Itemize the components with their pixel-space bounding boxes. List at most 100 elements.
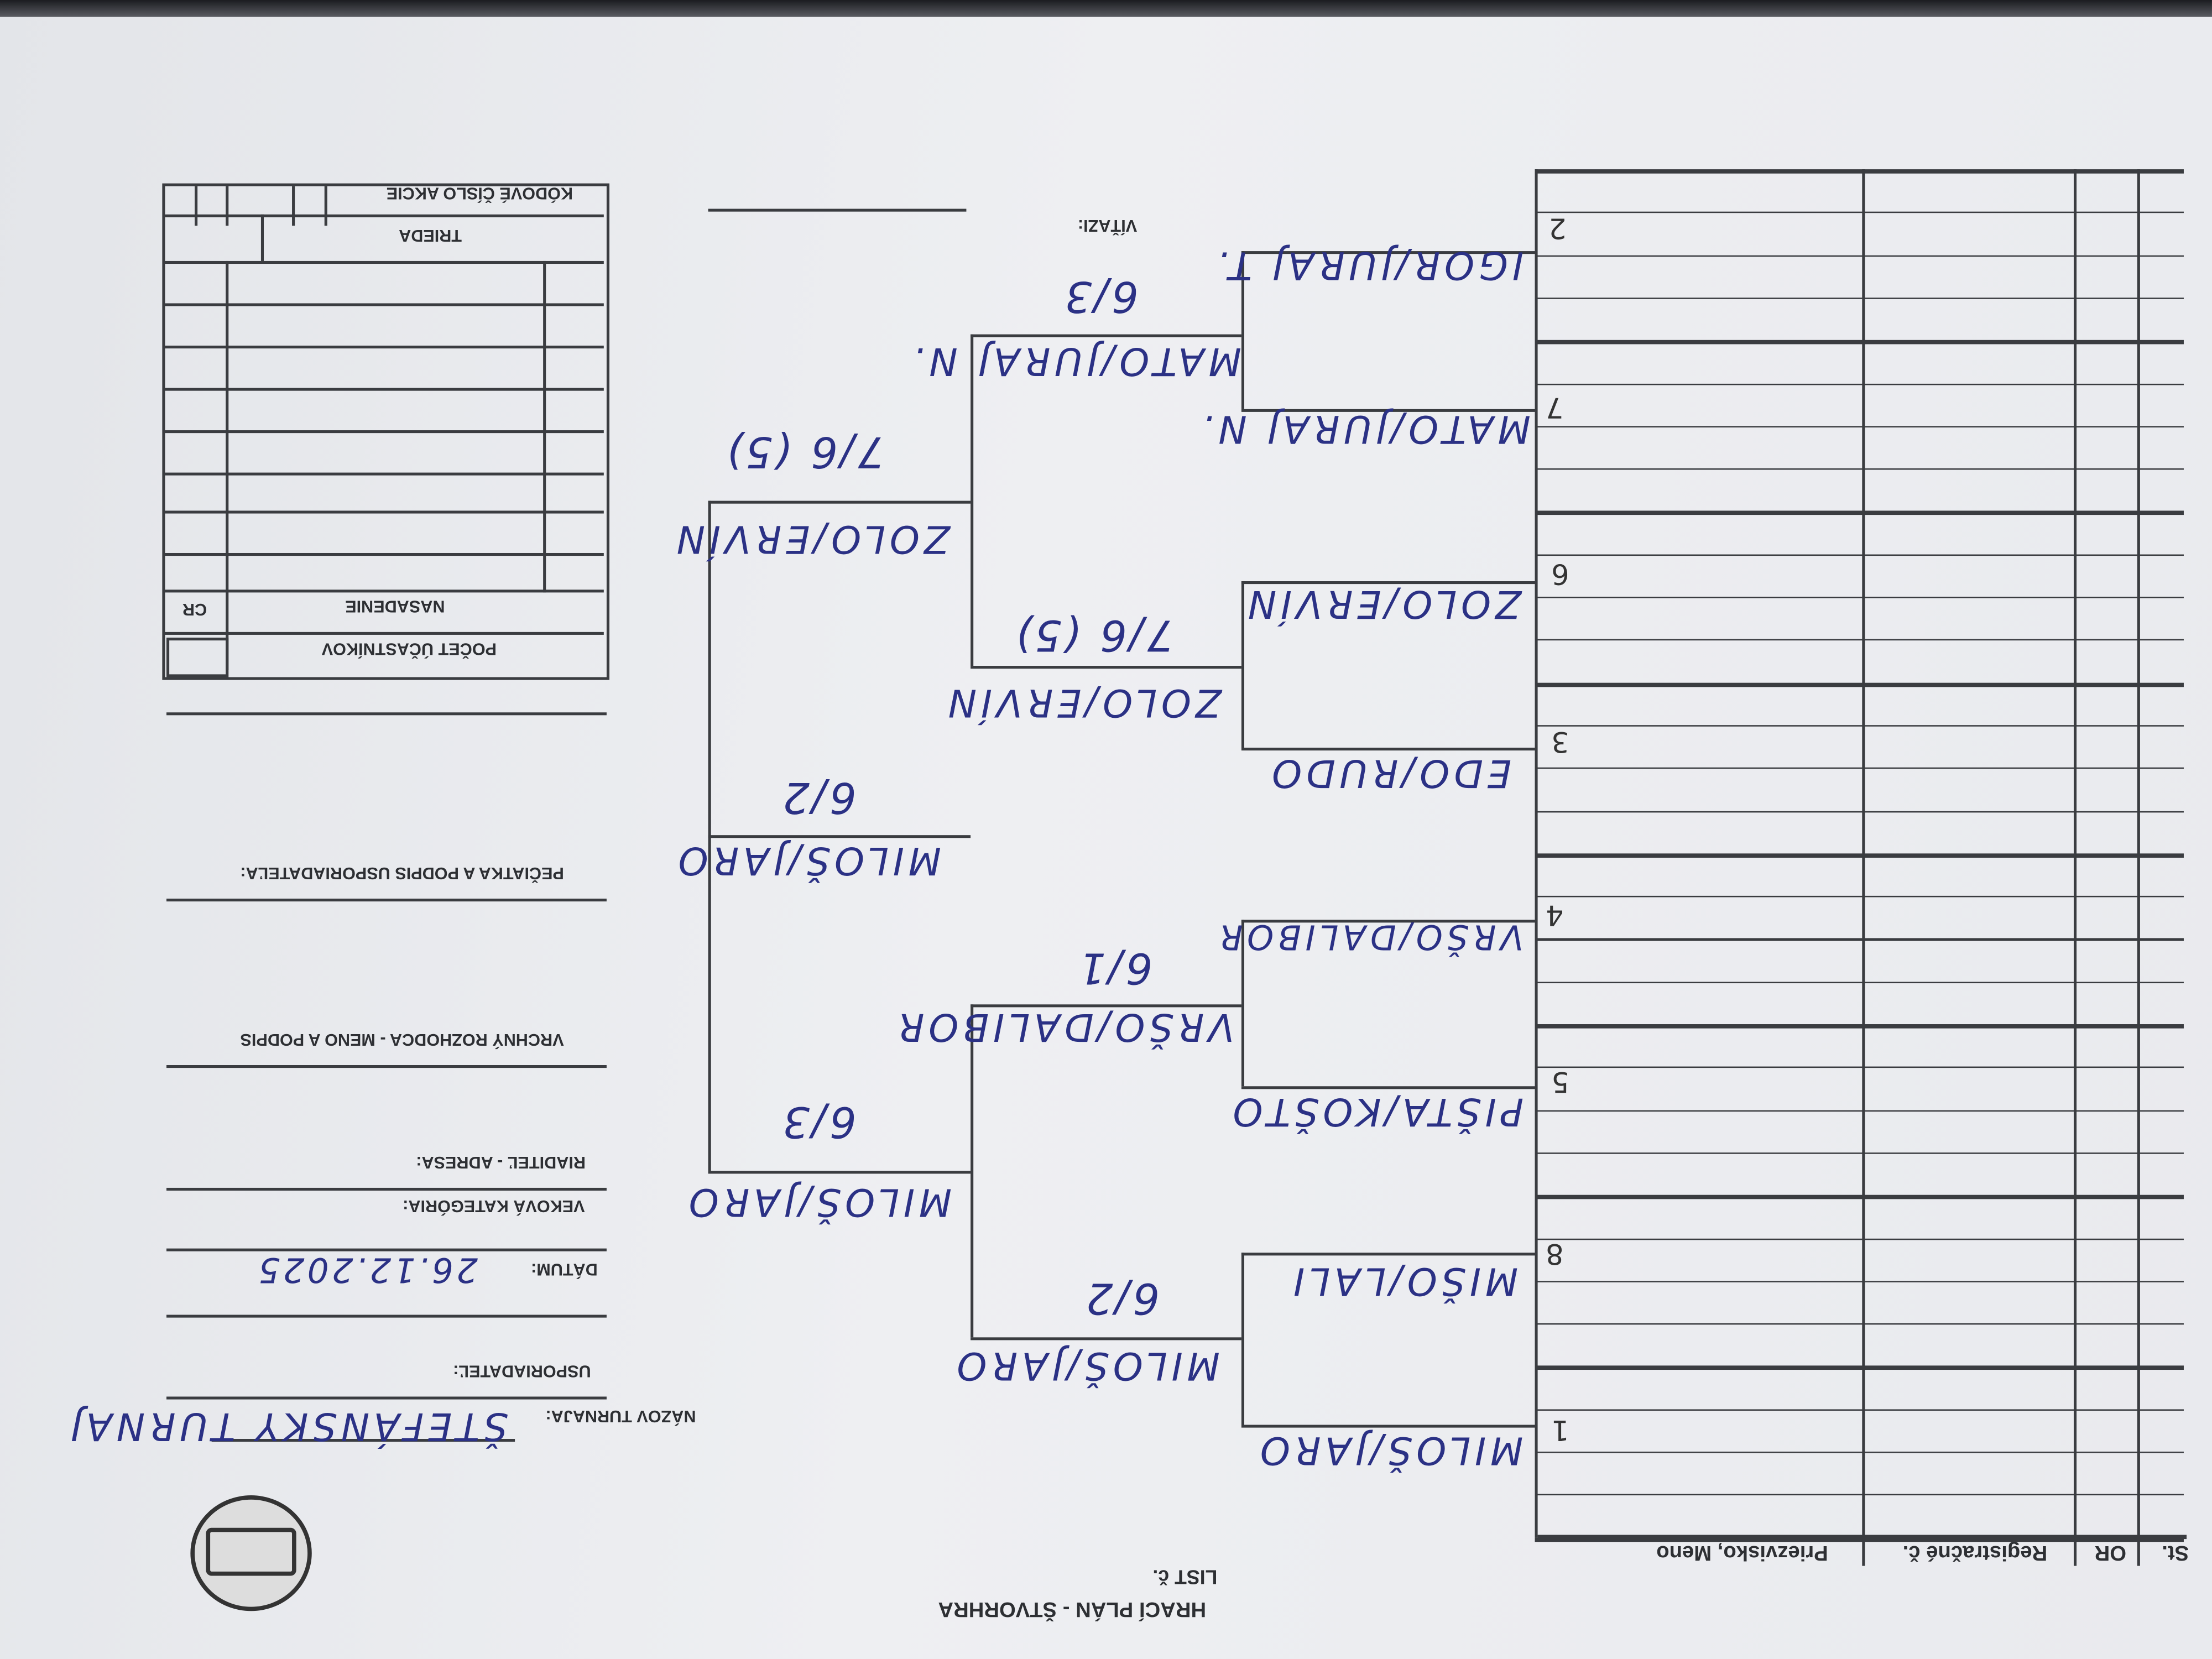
dark-edge: [0, 0, 2212, 17]
info-box-line: [165, 472, 604, 475]
table-row-line: [1535, 1537, 2184, 1542]
r3-score: 7/6 (5): [723, 426, 885, 476]
bracket-line: [1241, 581, 1535, 583]
r2-score: 7/6 (5): [1013, 609, 1174, 659]
table-col-line: [2137, 169, 2140, 1566]
col-or: OR: [2094, 1540, 2126, 1565]
table-row-line: [1535, 682, 2184, 687]
info-box-line: [324, 186, 327, 226]
r1-team: VRŠO/DALIBOR: [1215, 917, 1524, 957]
table-row-line: [1535, 340, 2184, 345]
table-row-line: [1535, 1451, 2184, 1454]
date-value: 26.12.2025: [255, 1250, 478, 1290]
date-label: DÁTUM:: [531, 1260, 598, 1280]
stamp-label: PEČIATKA A PODPIS USPORIADATEĽA:: [240, 863, 564, 883]
bracket-line: [1241, 920, 1535, 922]
r1-team: MIŠO/LALI: [1289, 1258, 1519, 1302]
info-box-line: [226, 186, 228, 226]
tournament-name-value: ŠTEFÁNSKY TURNAJ: [66, 1404, 508, 1448]
info-box-line: [165, 303, 604, 306]
info-box-line: [260, 214, 263, 261]
table-row-line: [1535, 169, 2184, 174]
r2-score: 6/1: [1076, 942, 1153, 992]
seeding-label: NASADENIE: [345, 597, 445, 617]
participants-field[interactable]: [166, 638, 229, 677]
info-box-line: [165, 388, 604, 390]
table-row-line: [1535, 1280, 2184, 1282]
code-label: KÓDOVÉ ČÍSLO AKCIE: [386, 183, 573, 204]
bracket-line: [708, 500, 971, 503]
table-row-line: [1535, 810, 2184, 812]
seed: 8: [1545, 1237, 1564, 1271]
form-line: [211, 1439, 515, 1441]
table-col-line: [1862, 169, 1865, 1566]
table-col-line: [1535, 169, 1538, 1538]
r2-team: MILOŠ/JARO: [952, 1343, 1220, 1387]
table-row-line: [1535, 425, 2184, 427]
r1-team: MILOŠ/JARO: [1256, 1427, 1524, 1472]
info-box-line: [165, 589, 604, 592]
seed: 6: [1551, 557, 1569, 591]
age-label: VEKOVÁ KATEGÓRIA:: [403, 1196, 585, 1216]
bracket-line: [1241, 581, 1244, 748]
r3-team: ZOLO/ERVÍN: [672, 516, 950, 560]
table-row-line: [1535, 938, 2184, 941]
r1-team: PIŠTA/KOŠTO: [1228, 1089, 1524, 1133]
bracket-line: [708, 1171, 971, 1173]
r1-team: ZOLO/ERVÍN: [1244, 581, 1521, 625]
class-label: TRIEDA: [399, 226, 462, 246]
r2-team: VRŠO/DALIBOR: [893, 1004, 1235, 1048]
info-box-line: [165, 632, 604, 634]
bracket-line: [1241, 1086, 1535, 1089]
info-box-line: [165, 430, 604, 432]
table-row-line: [1535, 724, 2184, 727]
form-line: [166, 1187, 607, 1190]
table-row-line: [1535, 1195, 2184, 1199]
sheet-title: HRACÍ PLÁN - ŠTVORHRA: [938, 1597, 1207, 1621]
table-row-line: [1535, 554, 2184, 556]
bracket-line: [1241, 409, 1535, 411]
bracket-line: [1241, 748, 1535, 750]
table-row-line: [1535, 254, 2184, 257]
info-box-line: [543, 260, 545, 593]
referee-label: VRCHNÝ ROZHODCA - MENO A PODPIS: [240, 1030, 564, 1050]
bracket-line: [1241, 251, 1535, 253]
col-reg: Registračné č.: [1902, 1540, 2048, 1565]
form-line: [166, 1065, 607, 1067]
final-team: MILOŠ/JARO: [674, 838, 942, 882]
winners-line: [708, 208, 967, 211]
info-box-line: [165, 552, 604, 555]
winners-label: VÍŤAZI:: [1077, 216, 1138, 236]
seed: 4: [1545, 898, 1564, 933]
bracket-line: [1241, 1253, 1244, 1425]
table-row-line: [1535, 597, 2184, 599]
seed: 7: [1545, 390, 1564, 425]
bracket-line: [1241, 1253, 1535, 1255]
form-line: [166, 1248, 607, 1251]
form-line: [166, 712, 607, 715]
bracket-line: [1241, 1425, 1535, 1427]
table-row-line: [1535, 1323, 2184, 1326]
bracket-line: [971, 334, 1241, 337]
organizer-label: USPORIADATEĽ:: [453, 1361, 591, 1381]
info-box-line: [165, 214, 604, 217]
table-row-line: [1535, 1152, 2184, 1154]
seed: 1: [1551, 1413, 1569, 1448]
table-row-line: [1535, 1408, 2184, 1411]
tournament-name-label: NÁZOV TURNAJA:: [545, 1406, 696, 1427]
info-box-line: [292, 186, 294, 226]
r3-team: MILOŠ/JARO: [684, 1179, 952, 1223]
bracket-line: [1241, 920, 1244, 1087]
r2-team: ZOLO/ERVÍN: [943, 680, 1222, 724]
table-row-line: [1535, 896, 2184, 898]
table-row-line: [1535, 768, 2184, 770]
r2-score: 6/3: [1062, 270, 1139, 321]
table-col-line: [2073, 169, 2077, 1566]
bracket-line: [971, 666, 1241, 668]
table-row-line: [1535, 981, 2184, 983]
stz-logo: [190, 1495, 312, 1611]
table-row-line: [1535, 511, 2184, 516]
form-line: [166, 898, 607, 901]
bracket-line: [971, 1004, 973, 1338]
bracket-line: [971, 1004, 1241, 1007]
